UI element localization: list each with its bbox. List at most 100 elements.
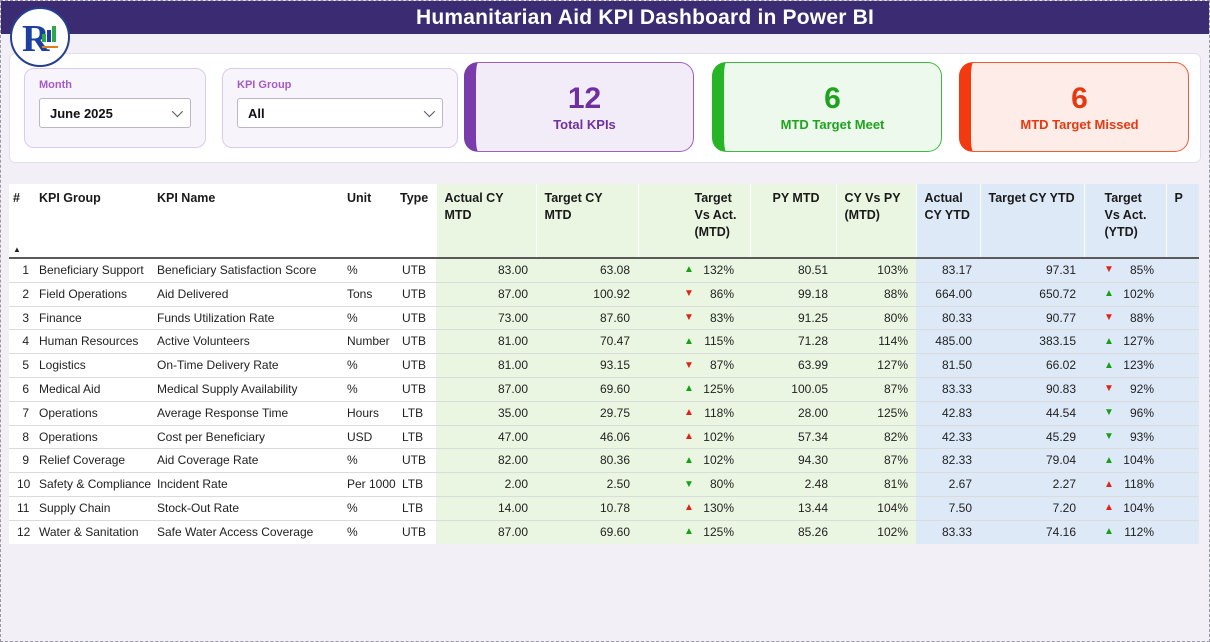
cell-py-ytd-truncated	[1166, 400, 1199, 426]
header-target-vs-act-ytd[interactable]: Target Vs Act. (YTD)	[1083, 184, 1166, 259]
mtd-target-missed-card[interactable]: 6 MTD Target Missed	[959, 62, 1189, 152]
chevron-down-icon	[171, 105, 184, 118]
header-actual-cy-ytd[interactable]: Actual CY YTD	[915, 184, 980, 259]
cell-target-vs-act-ytd: ▼ 92%	[1084, 376, 1166, 402]
cell-cy-vs-py-mtd: 125%	[836, 400, 916, 426]
cell-type: LTB	[398, 472, 436, 497]
cell-target-vs-act-ytd: ▲ 102%	[1084, 281, 1166, 307]
header-row-number[interactable]: # ▲	[9, 184, 35, 259]
header-kpi-group[interactable]: KPI Group	[35, 184, 153, 259]
down-arrow-icon: ▼	[684, 288, 694, 300]
down-arrow-icon: ▼	[684, 478, 694, 490]
cell-target-vs-act-mtd: ▼ 80%	[638, 472, 750, 497]
table-row: 6 Medical Aid Medical Supply Availability%…	[9, 376, 1199, 402]
cell-target-vs-act-ytd: ▲ 127%	[1084, 329, 1166, 354]
cell-cy-vs-py-mtd: 82%	[836, 424, 916, 449]
cell-target-cy-ytd: 44.54	[980, 400, 1084, 426]
cell-target-vs-act-mtd: ▲ 130%	[638, 495, 750, 521]
up-arrow-icon: ▲	[684, 264, 694, 276]
header-target-vs-act-mtd[interactable]: Target Vs Act. (MTD)	[637, 184, 750, 259]
chevron-down-icon	[423, 105, 436, 118]
cell-type: LTB	[398, 495, 436, 521]
header-kpi-name[interactable]: KPI Name	[153, 184, 343, 259]
header-py-ytd-truncated[interactable]: P	[1165, 184, 1199, 259]
total-kpis-value: 12	[567, 81, 602, 115]
table-row: 9 Relief Coverage Aid Coverage Rate% UTB 82.…	[9, 448, 1199, 473]
month-dropdown[interactable]: June 2025	[39, 98, 191, 128]
header-target-cy-mtd[interactable]: Target CY MTD	[535, 184, 638, 259]
cell-actual-cy-ytd: 82.33	[916, 448, 980, 473]
cell-row-number: 3	[9, 305, 35, 330]
mtd-target-meet-card[interactable]: 6 MTD Target Meet	[712, 62, 942, 152]
table-row: 1 Beneficiary Support Beneficiary Satisfac…	[9, 258, 1199, 283]
cell-target-cy-mtd: 69.60	[536, 376, 638, 402]
header-py-mtd[interactable]: PY MTD	[749, 184, 836, 259]
cell-kpi-group: Field Operations	[35, 281, 153, 307]
cell-py-ytd-truncated	[1166, 376, 1199, 402]
cell-target-vs-act-ytd: ▲ 123%	[1084, 353, 1166, 378]
target-vs-actual-value: 127%	[1123, 334, 1154, 349]
cell-target-cy-ytd: 2.27	[980, 472, 1084, 497]
cell-actual-cy-ytd: 80.33	[916, 305, 980, 330]
cell-target-cy-ytd: 66.02	[980, 353, 1084, 378]
cell-cy-vs-py-mtd: 81%	[836, 472, 916, 497]
target-vs-actual-value: 88%	[1129, 310, 1154, 325]
table-row: 2 Field Operations Aid Delivered Tons UTB 87.…	[9, 281, 1199, 307]
cell-actual-cy-ytd: 83.17	[916, 258, 980, 283]
cell-target-cy-mtd: 93.15	[536, 353, 638, 378]
header-type[interactable]: Type	[398, 184, 436, 259]
cell-target-cy-mtd: 46.06	[536, 424, 638, 449]
month-dropdown-value: June 2025	[50, 105, 113, 121]
kpi-group-dropdown-value: All	[248, 105, 265, 121]
cell-type: UTB	[398, 281, 436, 307]
target-vs-actual-value: 125%	[703, 381, 734, 396]
up-arrow-icon: ▲	[1104, 454, 1114, 466]
cell-py-ytd-truncated	[1166, 329, 1199, 354]
up-arrow-icon: ▲	[1104, 288, 1114, 300]
cell-cy-vs-py-mtd: 102%	[836, 519, 916, 544]
kpi-group-dropdown[interactable]: All	[237, 98, 443, 128]
cell-cy-vs-py-mtd: 80%	[836, 305, 916, 330]
header-cy-vs-py-mtd[interactable]: CY Vs PY (MTD)	[835, 184, 916, 259]
cell-actual-cy-mtd: 87.00	[436, 519, 536, 544]
target-vs-actual-value: 118%	[704, 405, 734, 420]
up-arrow-icon: ▲	[684, 383, 694, 395]
header-unit[interactable]: Unit	[343, 184, 398, 259]
header-actual-cy-mtd[interactable]: Actual CY MTD	[435, 184, 536, 259]
target-vs-actual-value: 115%	[704, 334, 734, 349]
cell-kpi-name: On-Time Delivery Rate	[153, 353, 343, 378]
cell-target-cy-ytd: 650.72	[980, 281, 1084, 307]
title-bar: Humanitarian Aid KPI Dashboard in Power …	[1, 1, 1209, 34]
cell-actual-cy-mtd: 81.00	[436, 329, 536, 354]
cell-actual-cy-ytd: 83.33	[916, 376, 980, 402]
cell-py-ytd-truncated	[1166, 424, 1199, 449]
cell-unit: %	[343, 305, 398, 330]
cell-py-mtd: 99.18	[750, 281, 836, 307]
target-vs-actual-value: 86%	[709, 286, 734, 301]
cell-kpi-name: Cost per Beneficiary	[153, 424, 343, 449]
cell-cy-vs-py-mtd: 104%	[836, 495, 916, 521]
cell-target-vs-act-mtd: ▼ 86%	[638, 281, 750, 307]
cell-type: UTB	[398, 448, 436, 473]
cell-target-cy-mtd: 100.92	[536, 281, 638, 307]
down-arrow-icon: ▼	[1104, 311, 1114, 323]
cell-target-cy-mtd: 10.78	[536, 495, 638, 521]
cell-type: UTB	[398, 329, 436, 354]
cell-py-mtd: 71.28	[750, 329, 836, 354]
up-arrow-icon: ▲	[1104, 478, 1114, 490]
total-kpis-card[interactable]: 12 Total KPIs	[464, 62, 694, 152]
cell-type: LTB	[398, 400, 436, 426]
up-arrow-icon: ▲	[1104, 526, 1114, 538]
cell-cy-vs-py-mtd: 87%	[836, 376, 916, 402]
header-target-cy-ytd[interactable]: Target CY YTD	[979, 184, 1084, 259]
cell-py-ytd-truncated	[1166, 472, 1199, 497]
target-vs-actual-value: 130%	[703, 500, 734, 515]
cell-target-cy-mtd: 63.08	[536, 258, 638, 283]
mtd-target-meet-value: 6	[824, 81, 841, 115]
cell-actual-cy-mtd: 35.00	[436, 400, 536, 426]
cell-target-cy-mtd: 70.47	[536, 329, 638, 354]
cell-py-mtd: 2.48	[750, 472, 836, 497]
cell-row-number: 7	[9, 400, 35, 426]
cell-target-vs-act-ytd: ▲ 104%	[1084, 448, 1166, 473]
cell-kpi-group: Relief Coverage	[35, 448, 153, 473]
